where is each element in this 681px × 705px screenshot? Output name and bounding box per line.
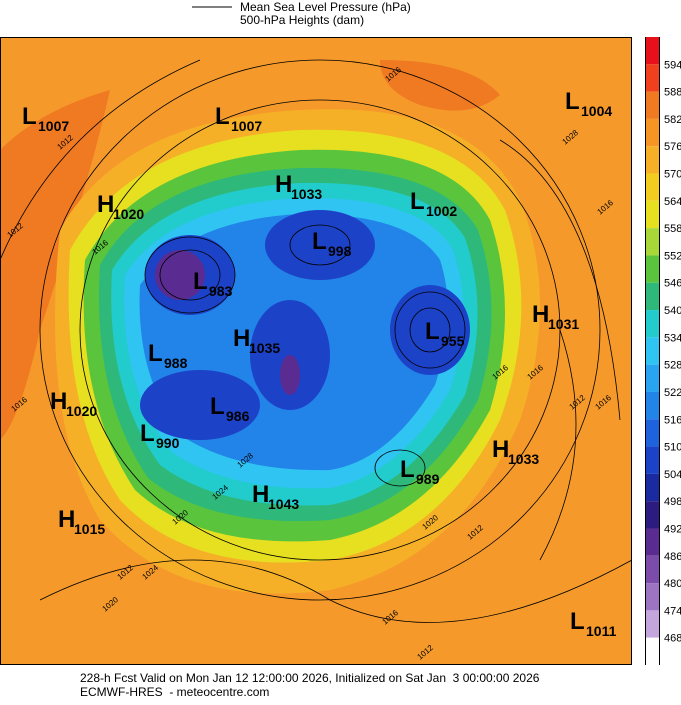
center-type: L <box>22 103 37 130</box>
colorbar-box <box>646 637 659 665</box>
colorbar-box <box>646 501 659 529</box>
colorbar-label: 492 <box>664 523 681 535</box>
center-type: H <box>97 191 114 218</box>
center-type: L <box>400 456 415 483</box>
colorbar-label: 570 <box>664 169 681 181</box>
colorbar-box <box>646 391 659 420</box>
colorbar-box <box>646 473 659 502</box>
center-pressure: 1004 <box>581 103 612 119</box>
center-pressure: 986 <box>226 408 250 424</box>
colorbar-label: 510 <box>664 442 681 454</box>
colorbar-box <box>646 146 659 174</box>
colorbar-box <box>646 364 659 392</box>
center-type: L <box>215 103 230 130</box>
center-pressure: 1031 <box>548 316 579 332</box>
colorbar-box <box>646 337 659 365</box>
center-type: L <box>312 228 327 255</box>
center-pressure: 1015 <box>74 521 105 537</box>
colorbar-box <box>646 528 659 556</box>
center-type: H <box>275 171 292 198</box>
colorbar-label: 504 <box>664 469 681 481</box>
colorbar-label: 468 <box>664 633 681 645</box>
colorbar-label: 534 <box>664 332 681 344</box>
center-type: L <box>140 420 155 447</box>
colorbar-label: 582 <box>664 114 681 126</box>
colorbar-box <box>646 282 659 311</box>
center-type: L <box>410 188 425 215</box>
center-pressure: 998 <box>328 243 352 259</box>
center-type: H <box>50 388 67 415</box>
colorbar-label: 486 <box>664 551 681 563</box>
colorbar-box <box>646 228 659 256</box>
center-pressure: 1033 <box>291 186 322 202</box>
colorbar-label: 516 <box>664 414 681 426</box>
colorbar-label: 480 <box>664 578 681 590</box>
colorbar-box <box>646 419 659 447</box>
colorbar-box <box>646 118 659 147</box>
colorbar-label: 576 <box>664 141 681 153</box>
center-pressure: 990 <box>156 435 180 451</box>
map <box>0 37 632 665</box>
center-pressure: 983 <box>209 283 233 299</box>
center-pressure: 1007 <box>38 118 69 134</box>
center-type: H <box>58 506 75 533</box>
colorbar-label: 552 <box>664 250 681 262</box>
legend-text: Mean Sea Level Pressure (hPa) <box>240 0 411 14</box>
center-type: H <box>532 301 549 328</box>
center-pressure: 1035 <box>249 340 280 356</box>
center-pressure: 955 <box>441 333 465 349</box>
colorbar-box <box>646 310 659 338</box>
center-pressure: 988 <box>164 355 188 371</box>
center-pressure: 1020 <box>66 403 97 419</box>
legend-text: 500-hPa Heights (dam) <box>240 13 364 27</box>
center-type: L <box>210 393 225 420</box>
colorbar-label: 540 <box>664 305 681 317</box>
center-pressure: 1011 <box>586 623 617 639</box>
footer-text: 228-h Fcst Valid on Mon Jan 12 12:00:00 … <box>80 671 540 685</box>
center-type: L <box>148 340 163 367</box>
colorbar-label: 546 <box>664 278 681 290</box>
colorbar-box <box>646 555 659 584</box>
center-type: L <box>193 268 208 295</box>
colorbar-box <box>646 583 659 611</box>
colorbar-box <box>646 91 659 119</box>
colorbar-box <box>646 37 659 65</box>
colorbar-box <box>646 200 659 229</box>
center-pressure: 1043 <box>268 496 299 512</box>
center-type: H <box>233 325 250 352</box>
colorbar-box <box>646 255 659 283</box>
colorbar-box <box>646 610 659 638</box>
center-type: L <box>565 88 580 115</box>
center-pressure: 1033 <box>508 451 539 467</box>
colorbar-box <box>646 173 659 201</box>
colorbar-label: 522 <box>664 387 681 399</box>
colorbar-label: 498 <box>664 496 681 508</box>
colorbar-label: 558 <box>664 223 681 235</box>
colorbar-label: 474 <box>664 605 681 617</box>
colorbar-box <box>646 64 659 92</box>
colorbar-label: 588 <box>664 87 681 99</box>
center-type: H <box>492 436 509 463</box>
colorbar-label: 564 <box>664 196 681 208</box>
colorbar-box <box>646 446 659 474</box>
center-pressure: 1007 <box>231 118 262 134</box>
colorbar-label: 594 <box>664 59 681 71</box>
center-pressure: 989 <box>416 471 440 487</box>
footer-text: ECMWF-HRES - meteocentre.com <box>80 685 269 699</box>
center-pressure: 1020 <box>113 206 144 222</box>
center-pressure: 1002 <box>426 203 457 219</box>
center-type: H <box>252 481 269 508</box>
colorbar-label: 528 <box>664 360 681 372</box>
center-type: L <box>570 608 585 635</box>
center-type: L <box>425 318 440 345</box>
